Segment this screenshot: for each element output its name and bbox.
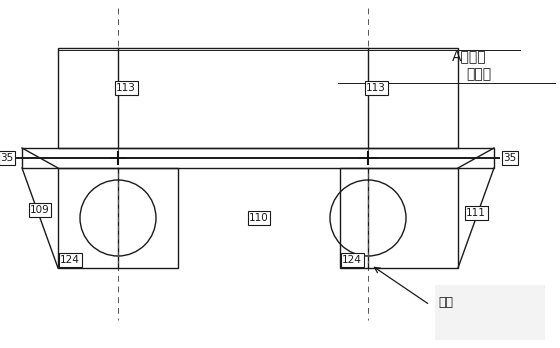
Text: 110: 110 (249, 213, 269, 223)
Bar (58, 168, 178, 268)
Text: 光顶紧: 光顶紧 (466, 67, 491, 81)
Bar (58, 48, 458, 148)
Text: 124: 124 (342, 255, 362, 265)
Text: 124: 124 (60, 255, 80, 265)
Text: 113: 113 (116, 83, 136, 93)
Bar (109, 157, 127, 159)
Bar (340, 168, 458, 268)
Bar (359, 157, 377, 159)
Bar (22, 148, 494, 168)
Bar (435, 285, 545, 340)
Text: 35: 35 (1, 153, 13, 163)
Text: 坡口: 坡口 (438, 296, 453, 309)
Text: 109: 109 (30, 205, 50, 215)
Text: 113: 113 (366, 83, 386, 93)
Text: 111: 111 (466, 208, 486, 218)
Text: 35: 35 (503, 153, 517, 163)
Text: A平面磨: A平面磨 (452, 49, 487, 63)
